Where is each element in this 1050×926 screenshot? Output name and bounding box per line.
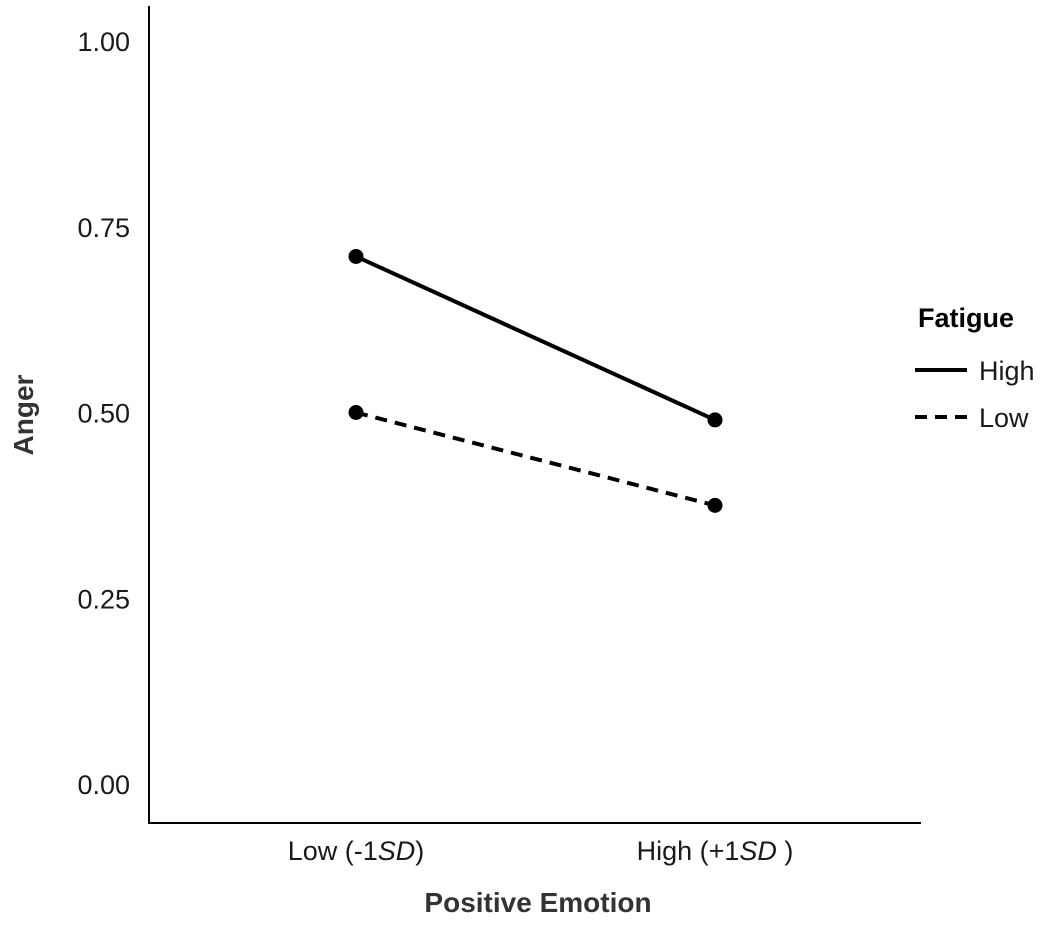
y-tick-label: 0.25 [77, 584, 130, 614]
x-tick-label: Low (-1SD) [288, 836, 425, 866]
axes [148, 6, 921, 824]
series-line-high [355, 254, 716, 422]
y-tick-label: 0.50 [77, 399, 130, 429]
legend-items: High Low [915, 356, 1035, 433]
series-points [348, 248, 723, 513]
legend-label-high: High [979, 356, 1035, 386]
data-point-low [348, 405, 364, 420]
series-line-low [355, 410, 716, 508]
data-point-high [348, 248, 364, 264]
legend-title: Fatigue [918, 303, 1014, 333]
y-tick-label: 0.75 [77, 213, 130, 243]
x-axis-title: Positive Emotion [424, 887, 651, 918]
data-point-low [707, 497, 723, 513]
y-tick-labels: 0.00 0.25 0.50 0.75 1.00 [77, 27, 130, 800]
series-lines [355, 254, 716, 508]
x-tick-labels: Low (-1SD) High (+1SD ) [288, 836, 794, 866]
y-tick-label: 1.00 [77, 27, 130, 57]
x-tick-label: High (+1SD ) [637, 836, 794, 866]
legend: Fatigue High Low [915, 303, 1035, 433]
y-axis-title: Anger [8, 374, 39, 455]
data-point-high [707, 412, 723, 428]
legend-label-low: Low [979, 403, 1029, 433]
y-tick-label: 0.00 [77, 770, 130, 800]
